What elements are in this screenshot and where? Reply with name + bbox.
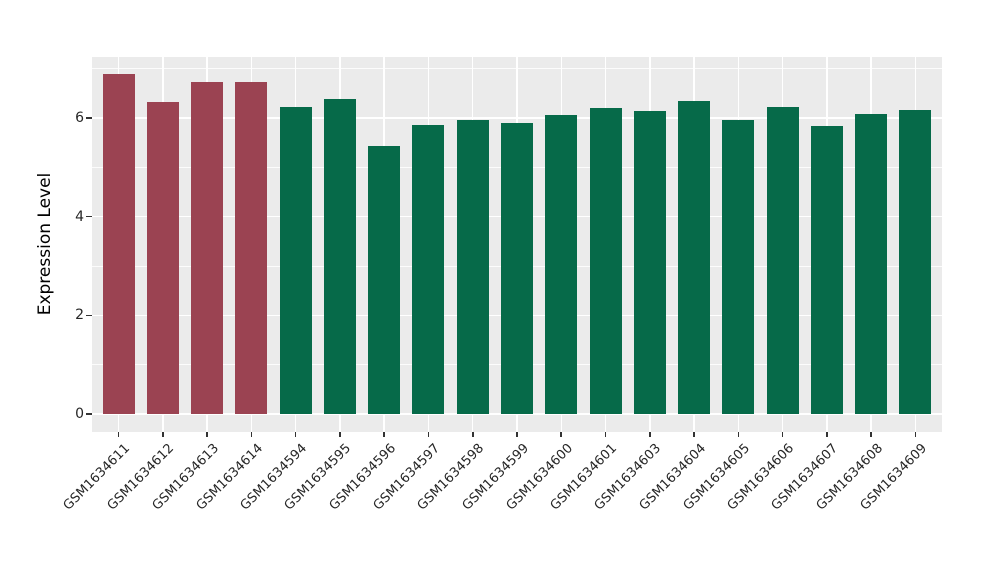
x-tick-mark-GSM1634600: [560, 432, 563, 437]
bar-GSM1634604: [678, 100, 711, 414]
y-tick-label-0: 0: [75, 406, 84, 422]
bar-GSM1634595: [323, 99, 356, 414]
x-tick-mark-GSM1634611: [117, 432, 120, 437]
bar-GSM1634611: [102, 73, 135, 414]
y-tick-mark-6: [86, 117, 92, 119]
x-tick-mark-GSM1634607: [826, 432, 828, 437]
x-tick-mark-GSM1634604: [693, 432, 695, 437]
bar-GSM1634594: [279, 107, 312, 414]
x-tick-mark-GSM1634613: [206, 432, 208, 437]
bar-GSM1634596: [368, 145, 401, 414]
x-tick-mark-GSM1634614: [250, 432, 253, 437]
x-tick-mark-GSM1634596: [383, 432, 385, 437]
y-tick-label-2: 2: [75, 307, 84, 324]
x-tick-mark-GSM1634597: [427, 432, 430, 437]
bar-GSM1634614: [235, 81, 268, 414]
bar-GSM1634597: [412, 124, 445, 414]
x-tick-mark-GSM1634609: [914, 432, 917, 437]
x-tick-mark-GSM1634603: [649, 432, 651, 437]
bar-GSM1634601: [589, 107, 622, 414]
x-tick-mark-GSM1634608: [870, 432, 872, 437]
bar-GSM1634598: [456, 119, 489, 414]
bar-GSM1634607: [810, 125, 843, 414]
y-tick-mark-4: [86, 215, 92, 218]
x-tick-mark-GSM1634598: [471, 432, 474, 437]
bar-GSM1634605: [722, 119, 755, 414]
bar-GSM1634612: [146, 101, 179, 414]
y-tick-mark-2: [86, 314, 92, 317]
y-tick-label-4: 4: [75, 208, 84, 225]
x-tick-mark-GSM1634594: [294, 432, 297, 437]
bar-GSM1634608: [855, 114, 888, 414]
y-tick-mark-0: [86, 413, 92, 415]
bar-GSM1634600: [545, 115, 578, 414]
x-tick-mark-GSM1634606: [781, 432, 784, 437]
bar-GSM1634613: [191, 81, 224, 414]
x-tick-mark-GSM1634605: [737, 432, 740, 437]
y-axis-title-text: Expression Level: [35, 172, 55, 316]
x-tick-mark-GSM1634595: [339, 432, 341, 437]
x-tick-mark-GSM1634601: [604, 432, 607, 437]
x-tick-mark-GSM1634612: [162, 432, 164, 437]
gridline-minor-y7: [92, 68, 942, 70]
y-tick-label-6: 6: [75, 110, 84, 127]
gridline-major-y0: [92, 413, 942, 415]
bar-GSM1634609: [899, 110, 932, 414]
bar-GSM1634599: [501, 122, 533, 414]
plot-panel: [92, 57, 942, 432]
x-tick-mark-GSM1634599: [516, 432, 518, 437]
bar-GSM1634603: [633, 110, 666, 414]
bar-GSM1634606: [766, 106, 799, 414]
gridline-major-y6: [92, 117, 942, 119]
